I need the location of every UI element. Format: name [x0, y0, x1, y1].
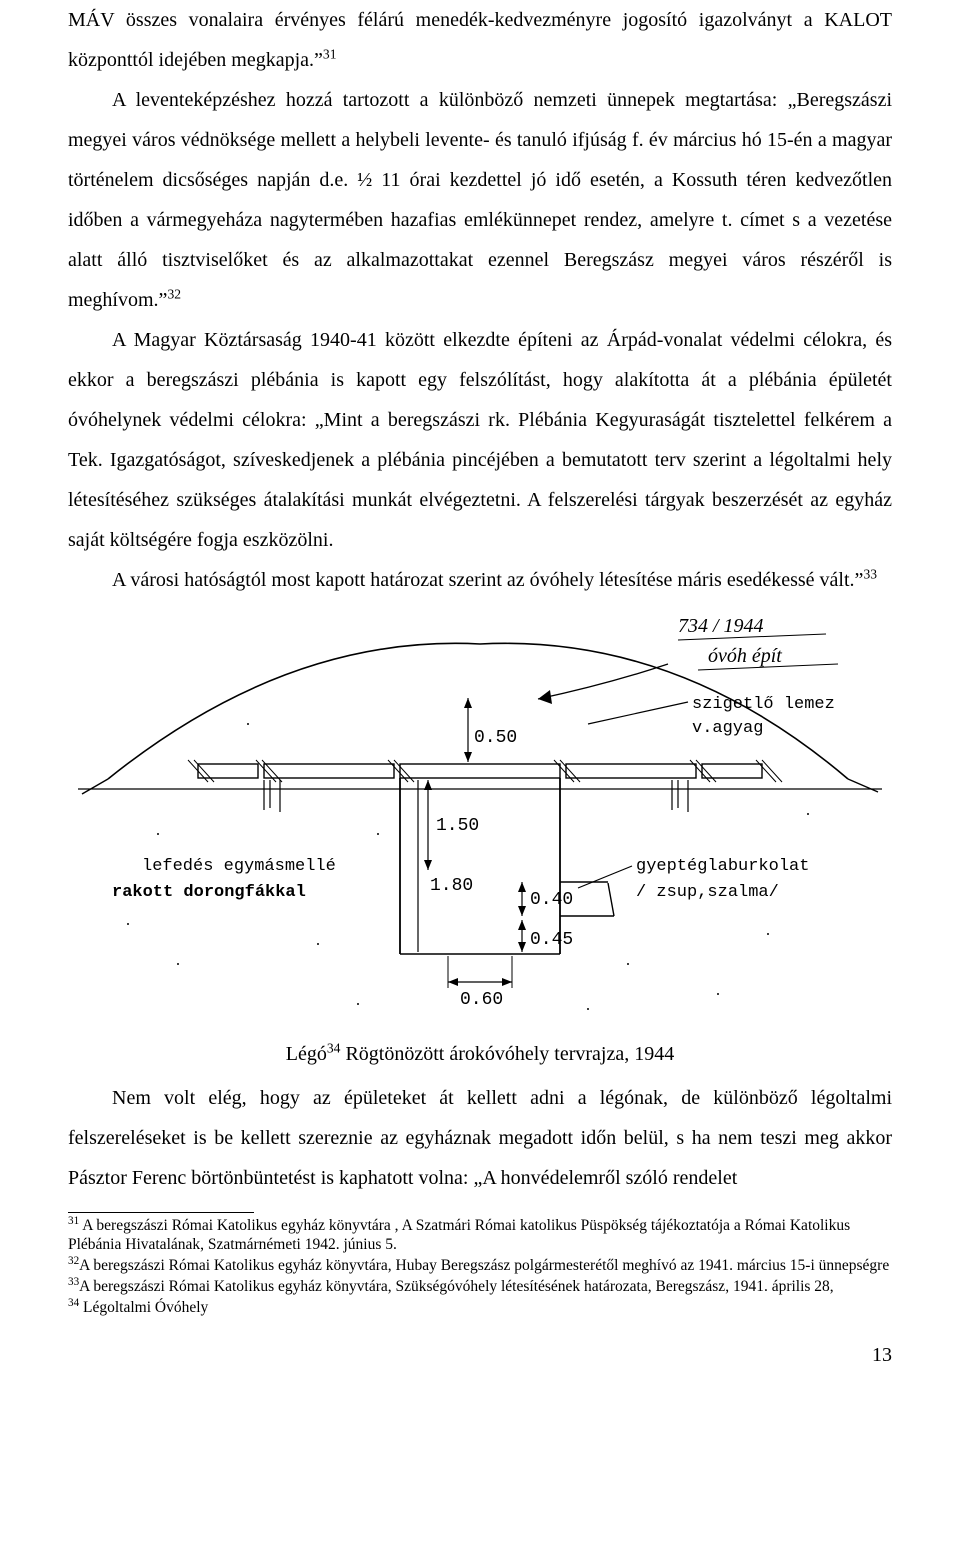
dim-150: 1.50: [436, 816, 479, 836]
para-3-text: A Magyar Köztársaság 1940-41 között elke…: [68, 329, 892, 551]
para-2: A leventeképzéshez hozzá tartozott a kül…: [68, 80, 892, 320]
dim-045: 0.45: [530, 930, 573, 950]
footnote-separator: [68, 1212, 254, 1215]
label-zsup: / zsup,szalma/: [636, 883, 779, 902]
page-number: 13: [0, 1340, 960, 1377]
footnote-ref-33: 33: [863, 566, 877, 581]
shelter-diagram-svg: 734 / 1944 óvóh épít szigetlő lemez v.ag…: [68, 604, 892, 1024]
footnote-34: 34 Légoltalmi Óvóhely: [68, 1299, 892, 1318]
para-1: MÁV összes vonalaira érvényes félárú men…: [68, 0, 892, 80]
dim-060: 0.60: [460, 990, 503, 1010]
diagram-caption: Légó34 Rögtönözött árokóvóhely tervrajza…: [68, 1034, 892, 1074]
hand-note-2: óvóh épít: [708, 645, 782, 667]
footnote-33: 33A beregszászi Római Katolikus egyház k…: [68, 1278, 892, 1297]
footnote-32-text: A beregszászi Római Katolikus egyház kön…: [79, 1257, 889, 1274]
para-3: A Magyar Köztársaság 1940-41 között elke…: [68, 320, 892, 560]
label-lefedes: lefedés egymásmellé: [142, 857, 336, 876]
para-1-text: MÁV összes vonalaira érvényes félárú men…: [68, 9, 892, 71]
caption-a: Légó: [286, 1043, 327, 1065]
para-2-text: A leventeképzéshez hozzá tartozott a kül…: [68, 89, 892, 311]
label-gyeptegla: gyeptéglaburkolat: [636, 857, 809, 876]
shelter-diagram: 734 / 1944 óvóh épít szigetlő lemez v.ag…: [68, 604, 892, 1036]
footnote-ref-31: 31: [323, 46, 337, 61]
footnote-33-text: A beregszászi Római Katolikus egyház kön…: [79, 1278, 834, 1295]
footnote-31-text: A beregszászi Római Katolikus egyház kön…: [68, 1217, 850, 1253]
footnote-34-text: Légoltalmi Óvóhely: [83, 1299, 208, 1316]
cover-slabs: [188, 760, 782, 782]
anchor-marks: [264, 780, 688, 812]
dim-040: 0.40: [530, 890, 573, 910]
label-rakott: rakott dorongfákkal: [112, 883, 306, 902]
footnote-31: 31 A beregszászi Római Katolikus egyház …: [68, 1217, 892, 1255]
para-5: Nem volt elég, hogy az épületeket át kel…: [68, 1078, 892, 1198]
footnote-ref-32: 32: [167, 286, 181, 301]
hand-note-1: 734 / 1944: [678, 615, 764, 637]
caption-b: Rögtönözött árokóvóhely tervrajza, 1944: [340, 1043, 674, 1065]
para-4: A városi hatóságtól most kapott határoza…: [68, 560, 892, 600]
dim-180: 1.80: [430, 876, 473, 896]
footnote-ref-34: 34: [327, 1040, 341, 1055]
dim-050: 0.50: [474, 728, 517, 748]
footnote-32: 32A beregszászi Római Katolikus egyház k…: [68, 1257, 892, 1276]
para-5-text: Nem volt elég, hogy az épületeket át kel…: [68, 1087, 892, 1189]
label-vagyag: v.agyag: [692, 719, 763, 738]
para-4-text: A városi hatóságtól most kapott határoza…: [112, 569, 863, 591]
label-szigetlo: szigetlő lemez: [692, 695, 835, 714]
